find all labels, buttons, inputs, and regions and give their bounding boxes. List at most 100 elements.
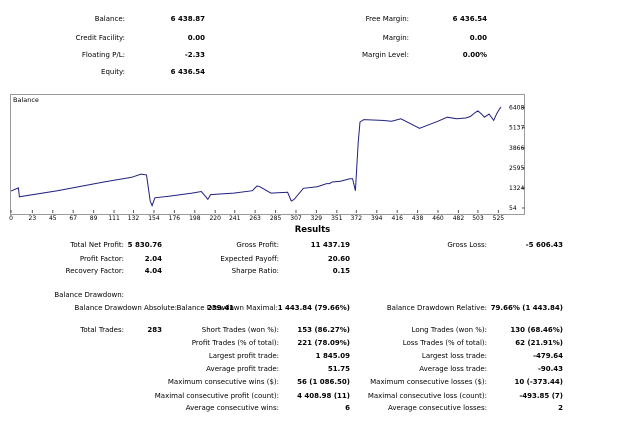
long-trades-value: 130 (68.46%): [510, 326, 563, 334]
gross-profit-value: 11 437.19: [310, 241, 350, 249]
x-tick-label: 482: [453, 215, 465, 222]
short-trades-label: Short Trades (won %):: [201, 326, 279, 334]
margin-value: 0.00: [469, 34, 487, 42]
loss-trades-value: 62 (21.91%): [515, 339, 563, 347]
recovery-factor-label: Recovery Factor:: [65, 267, 124, 275]
y-tick-label: 2595: [509, 165, 524, 172]
margin-level-label: Margin Level:: [362, 51, 409, 59]
max-consecutive-loss-label: Maximal consecutive loss (count):: [367, 392, 487, 400]
sharpe-ratio-label: Sharpe Ratio:: [231, 267, 279, 275]
loss-trades-label: Loss Trades (% of total):: [402, 339, 487, 347]
gross-loss-label: Gross Loss:: [447, 241, 487, 249]
y-tick-label: 3866: [509, 145, 524, 152]
x-tick-label: 241: [229, 215, 241, 222]
y-tick-label: 6408: [509, 105, 524, 112]
x-tick-label: 525: [493, 215, 505, 222]
credit-label: Credit Facility:: [75, 34, 125, 42]
chart-title: Balance: [13, 96, 39, 104]
total-trades-label: Total Trades:: [80, 326, 124, 334]
equity-value: 6 436.54: [170, 68, 205, 76]
balance-chart-svg: Balance 6408 5137 3866 2595 1324 54 0 23 45 67 89…: [9, 96, 525, 222]
x-tick-label: 23: [29, 215, 37, 222]
drawdown-absolute-label: Balance Drawdown Absolute:: [74, 304, 178, 312]
y-tick-label: 5137: [509, 125, 524, 132]
average-consecutive-losses-label: Average consecutive losses:: [388, 404, 487, 412]
x-tick-label: 460: [432, 215, 444, 222]
x-tick-label: 0: [9, 215, 13, 222]
expected-payoff-value: 20.60: [327, 255, 350, 263]
average-loss-value: -90.43: [537, 365, 563, 373]
net-profit-label: Total Net Profit:: [70, 241, 124, 249]
short-trades-value: 153 (86.27%): [297, 326, 350, 334]
x-tick-label: 132: [128, 215, 140, 222]
profit-factor-label: Profit Factor:: [79, 255, 124, 263]
recovery-factor-value: 4.04: [144, 267, 162, 275]
balance-series-line: [10, 106, 502, 208]
average-loss-label: Average loss trade:: [419, 365, 487, 373]
expected-payoff-label: Expected Payoff:: [220, 255, 279, 263]
max-consecutive-loss-value: -493.85 (7): [519, 392, 563, 400]
largest-loss-label: Largest loss trade:: [421, 352, 487, 360]
x-tick-label: 67: [69, 215, 77, 222]
y-tick-label: 1324: [509, 185, 524, 192]
profit-trades-label: Profit Trades (% of total):: [191, 339, 279, 347]
x-tick-label: 285: [270, 215, 282, 222]
balance-label: Balance:: [94, 15, 125, 23]
results-title: Results: [294, 225, 331, 235]
margin-label: Margin:: [382, 34, 409, 42]
floating-value: -2.33: [184, 51, 205, 59]
free-margin-value: 6 436.54: [452, 15, 487, 23]
total-trades-value: 283: [147, 326, 162, 334]
gross-loss-value: -5 606.43: [525, 241, 563, 249]
x-tick-label: 394: [371, 215, 383, 222]
drawdown-absolute-value: 239.41: [206, 304, 234, 312]
max-consecutive-wins-label: Maximum consecutive wins ($):: [167, 378, 279, 386]
free-margin-label: Free Margin:: [365, 15, 409, 23]
balance-value: 6 438.87: [170, 15, 205, 23]
x-tick-label: 438: [412, 215, 424, 222]
long-trades-label: Long Trades (won %):: [411, 326, 487, 334]
x-tick-label: 372: [351, 215, 363, 222]
x-tick-label: 307: [290, 215, 302, 222]
equity-label: Equity:: [101, 68, 125, 76]
gross-profit-label: Gross Profit:: [236, 241, 279, 249]
drawdown-maximal-value: 1 443.84 (79.66%): [277, 304, 350, 312]
average-consecutive-wins-value: 6: [345, 404, 350, 412]
average-profit-value: 51.75: [327, 365, 350, 373]
x-tick-label: 416: [391, 215, 403, 222]
balance-chart: [10, 94, 525, 215]
profit-trades-value: 221 (78.09%): [297, 339, 350, 347]
max-consecutive-wins-value: 56 (1 086.50): [297, 378, 350, 386]
profit-factor-value: 2.04: [144, 255, 162, 263]
x-tick-label: 111: [108, 215, 120, 222]
largest-profit-value: 1 845.09: [315, 352, 350, 360]
floating-label: Floating P/L:: [81, 51, 125, 59]
x-tick-label: 89: [90, 215, 98, 222]
x-tick-label: 263: [249, 215, 261, 222]
drawdown-relative-label: Balance Drawdown Relative:: [386, 304, 487, 312]
x-tick-label: 176: [169, 215, 181, 222]
y-tick-label: 54: [509, 205, 517, 212]
margin-level-value: 0.00%: [462, 51, 487, 59]
sharpe-ratio-value: 0.15: [332, 267, 350, 275]
x-tick-label: 351: [331, 215, 343, 222]
average-consecutive-losses-value: 2: [558, 404, 563, 412]
x-tick-label: 45: [49, 215, 57, 222]
largest-profit-label: Largest profit trade:: [208, 352, 279, 360]
net-profit-value: 5 830.76: [127, 241, 162, 249]
x-tick-label: 220: [209, 215, 221, 222]
drawdown-section-label: Balance Drawdown:: [54, 291, 124, 299]
x-tick-label: 329: [311, 215, 323, 222]
max-consecutive-losses-value: 10 (-373.44): [514, 378, 564, 386]
credit-value: 0.00: [187, 34, 205, 42]
average-consecutive-wins-label: Average consecutive wins:: [185, 404, 279, 412]
x-tick-label: 198: [189, 215, 201, 222]
drawdown-maximal-label: Balance Drawdown Maximal:: [176, 304, 278, 312]
max-consecutive-profit-label: Maximal consecutive profit (count):: [154, 392, 279, 400]
largest-loss-value: -479.64: [533, 352, 563, 360]
average-profit-label: Average profit trade:: [206, 365, 279, 373]
x-tick-label: 154: [148, 215, 160, 222]
max-consecutive-losses-label: Maximum consecutive losses ($):: [370, 378, 487, 386]
x-tick-label: 503: [472, 215, 484, 222]
drawdown-relative-value: 79.66% (1 443.84): [490, 304, 563, 312]
